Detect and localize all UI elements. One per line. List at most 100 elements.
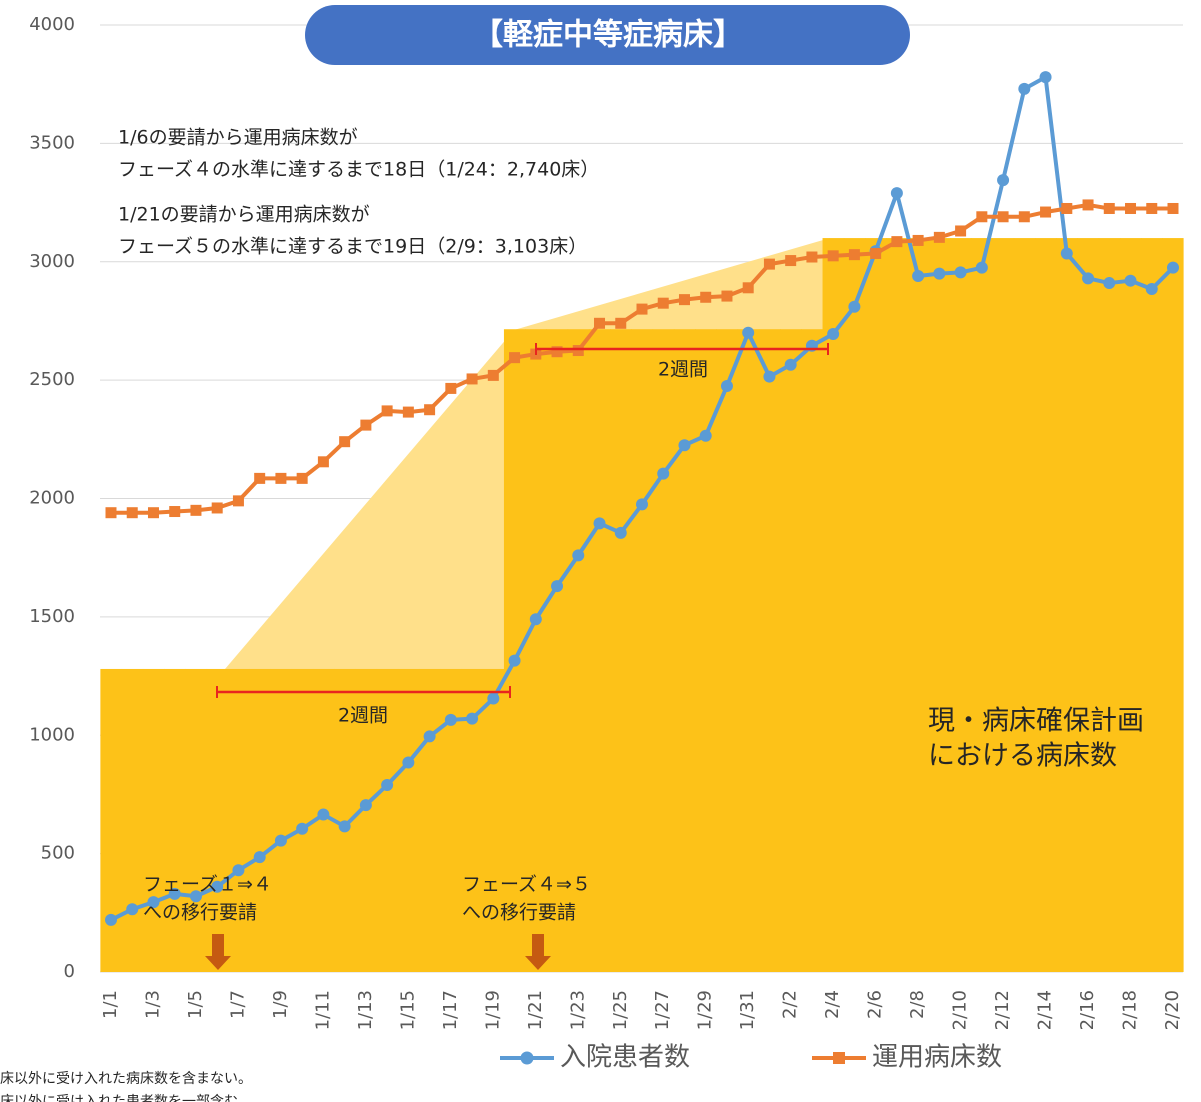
plan-band [907, 238, 930, 972]
y-tick-label: 2500 [29, 369, 75, 390]
y-tick-label: 2000 [29, 488, 75, 509]
marker [339, 436, 351, 448]
marker [742, 282, 754, 294]
plan-band [1034, 238, 1057, 972]
marker [1145, 282, 1158, 295]
plan-band [482, 668, 505, 972]
x-tick-label: 1/1 [100, 990, 121, 1019]
marker [190, 504, 202, 516]
marker [997, 174, 1010, 187]
legend-marker [833, 1052, 845, 1064]
marker [763, 258, 775, 270]
marker [1125, 202, 1137, 214]
marker [785, 255, 797, 267]
marker [381, 778, 394, 791]
marker [1018, 211, 1030, 223]
marker [593, 517, 606, 530]
plan-band [376, 668, 399, 972]
marker [870, 247, 882, 259]
x-tick-label: 1/5 [185, 990, 206, 1019]
plan-band [652, 329, 675, 972]
marker [615, 317, 627, 329]
x-tick-label: 2/10 [950, 990, 971, 1030]
marker [721, 290, 733, 302]
plan-band [270, 668, 293, 972]
plan-band [461, 668, 484, 972]
marker [848, 300, 861, 313]
plan-band [588, 329, 611, 972]
marker [169, 506, 181, 518]
annotation: 2週間 [658, 359, 708, 381]
marker [1018, 82, 1031, 95]
x-tick-label: 1/27 [652, 990, 673, 1030]
marker [1082, 199, 1094, 211]
x-tick-label: 1/21 [525, 990, 546, 1030]
x-tick-label: 2/12 [992, 990, 1013, 1030]
marker [189, 890, 202, 903]
marker [954, 266, 967, 279]
marker [296, 822, 309, 835]
marker [848, 249, 860, 261]
plan-band [780, 329, 802, 972]
marker [975, 261, 988, 274]
annotation: フェーズ４⇒５ [462, 874, 591, 896]
plan-band [737, 329, 760, 972]
marker [402, 756, 415, 769]
plan-band [610, 329, 632, 972]
x-tick-label: 2/20 [1162, 990, 1183, 1030]
marker [381, 405, 393, 417]
marker [275, 472, 287, 484]
marker [763, 370, 776, 383]
plan-band [1077, 238, 1100, 972]
marker [423, 730, 436, 743]
marker [912, 269, 925, 282]
marker [147, 896, 160, 909]
marker [551, 346, 563, 358]
marker [529, 613, 542, 626]
plan-band [142, 668, 165, 972]
marker [955, 225, 967, 237]
annotation: への移行要請 [462, 902, 576, 924]
marker [933, 267, 946, 280]
marker [572, 345, 584, 357]
plan-band [1119, 238, 1142, 972]
marker [657, 297, 669, 309]
plan-band [1056, 238, 1079, 972]
marker [1060, 247, 1073, 260]
plan-band [949, 238, 972, 972]
marker [678, 294, 690, 306]
footnote: 床以外に受け入れた患者数を一部含む [0, 1094, 238, 1102]
plan-band [971, 238, 994, 972]
marker [254, 472, 266, 484]
marker [317, 808, 330, 821]
plan-band [164, 668, 186, 972]
marker [1124, 274, 1137, 287]
y-tick-label: 0 [64, 961, 75, 982]
x-tick-label: 1/29 [695, 990, 716, 1030]
plan-band [801, 329, 824, 972]
plan-band [716, 329, 739, 972]
marker [997, 211, 1009, 223]
plan-area [100, 238, 1184, 972]
marker [699, 429, 712, 442]
marker [1167, 261, 1179, 274]
marker [232, 864, 245, 877]
marker [508, 654, 521, 667]
marker [105, 913, 117, 926]
marker [1103, 202, 1115, 214]
marker [487, 692, 500, 705]
marker [933, 231, 945, 243]
x-tick-label: 2/6 [865, 990, 886, 1019]
marker [253, 851, 266, 864]
marker [636, 303, 648, 315]
marker [466, 712, 479, 725]
legend-marker [520, 1051, 534, 1065]
x-tick-label: 1/9 [270, 990, 291, 1019]
marker [509, 352, 521, 364]
plan-band [121, 668, 144, 972]
x-tick-label: 2/2 [780, 990, 801, 1019]
footnote: 床以外に受け入れた病床数を含まない。 [0, 1071, 252, 1087]
marker [912, 234, 924, 246]
marker [594, 317, 606, 329]
marker [976, 211, 988, 223]
